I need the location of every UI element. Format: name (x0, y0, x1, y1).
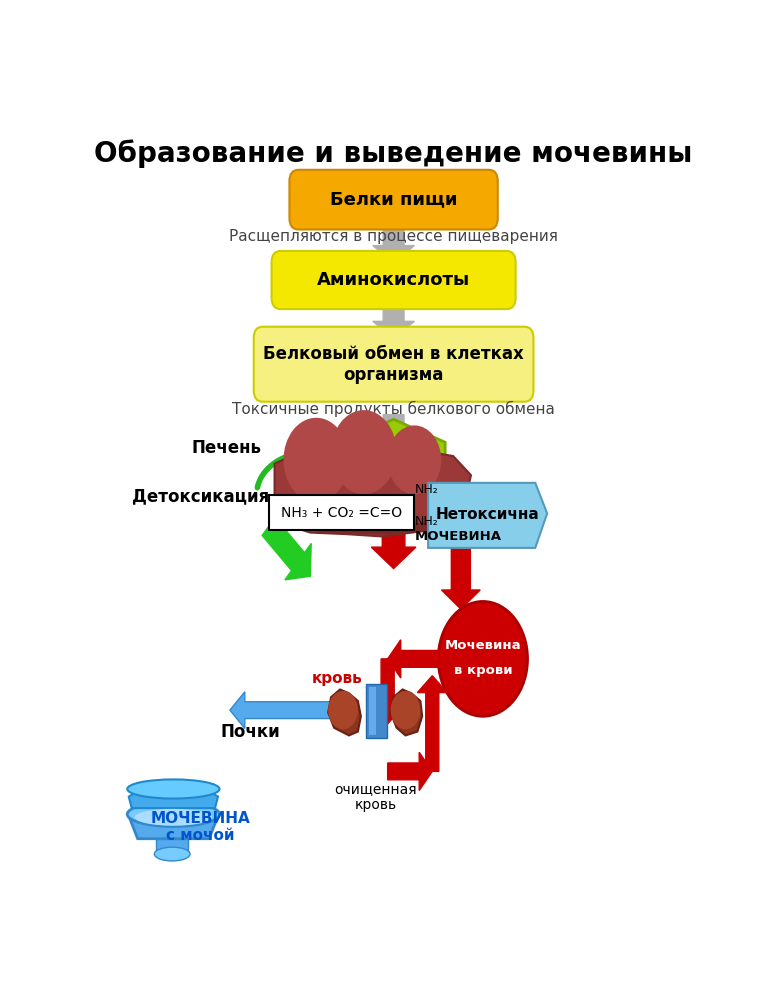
Text: Почки: Почки (221, 723, 280, 741)
Text: Аминокислоты: Аминокислоты (317, 271, 470, 289)
Polygon shape (391, 690, 422, 736)
Polygon shape (342, 419, 445, 511)
FancyArrow shape (372, 220, 415, 262)
Ellipse shape (154, 847, 190, 861)
Text: Нетоксична: Нетоксична (435, 507, 539, 522)
FancyBboxPatch shape (272, 250, 515, 309)
Circle shape (388, 425, 441, 494)
FancyBboxPatch shape (366, 684, 387, 738)
FancyArrow shape (388, 752, 432, 790)
FancyBboxPatch shape (253, 327, 534, 402)
Circle shape (328, 691, 358, 730)
Text: NH₃ + CO₂ =C=O: NH₃ + CO₂ =C=O (281, 506, 402, 520)
Text: Белки пищи: Белки пищи (329, 191, 458, 209)
Text: Мочевина: Мочевина (445, 638, 521, 652)
Text: очищенная
кровь: очищенная кровь (334, 781, 417, 812)
FancyBboxPatch shape (155, 839, 188, 854)
FancyBboxPatch shape (369, 687, 376, 735)
Text: кровь: кровь (312, 671, 362, 686)
Polygon shape (286, 502, 465, 535)
Polygon shape (129, 816, 218, 839)
Text: Белковый обмен в клетках
организма: Белковый обмен в клетках организма (263, 345, 524, 384)
Polygon shape (275, 437, 471, 537)
Text: МОЧЕВИНА: МОЧЕВИНА (415, 530, 502, 543)
Text: Детоксикация: Детоксикация (131, 487, 269, 505)
Ellipse shape (134, 809, 212, 826)
Text: МОЧЕВИНА
с мочой: МОЧЕВИНА с мочой (151, 811, 250, 844)
Text: Токсичные продукты белкового обмена: Токсичные продукты белкового обмена (232, 402, 555, 417)
Ellipse shape (127, 779, 220, 798)
Circle shape (439, 601, 528, 717)
Circle shape (391, 691, 420, 730)
FancyArrow shape (388, 640, 439, 678)
Polygon shape (328, 690, 361, 736)
Polygon shape (428, 483, 547, 548)
Text: Расщепляются в процессе пищеварения: Расщепляются в процессе пищеварения (229, 229, 558, 244)
FancyArrow shape (372, 659, 402, 724)
FancyArrow shape (372, 298, 415, 338)
Ellipse shape (127, 802, 220, 826)
Text: Печень: Печень (192, 439, 262, 457)
FancyBboxPatch shape (290, 170, 498, 230)
FancyArrow shape (442, 548, 480, 609)
FancyBboxPatch shape (270, 495, 414, 530)
Circle shape (283, 417, 349, 502)
Text: Аммиак: Аммиак (356, 442, 431, 460)
Polygon shape (129, 789, 218, 808)
Text: Образование и выведение мочевины: Образование и выведение мочевины (94, 139, 693, 168)
FancyArrow shape (262, 518, 311, 580)
Text: NH₂: NH₂ (415, 515, 439, 528)
Text: NH₂: NH₂ (415, 483, 439, 496)
FancyArrow shape (371, 519, 416, 569)
Text: NH₃: NH₃ (376, 470, 411, 488)
FancyArrow shape (417, 676, 447, 771)
Text: в крови: в крови (454, 664, 512, 677)
FancyArrow shape (230, 692, 331, 729)
Text: Кровь: Кровь (365, 504, 422, 522)
FancyArrow shape (372, 414, 415, 444)
Circle shape (331, 411, 396, 494)
